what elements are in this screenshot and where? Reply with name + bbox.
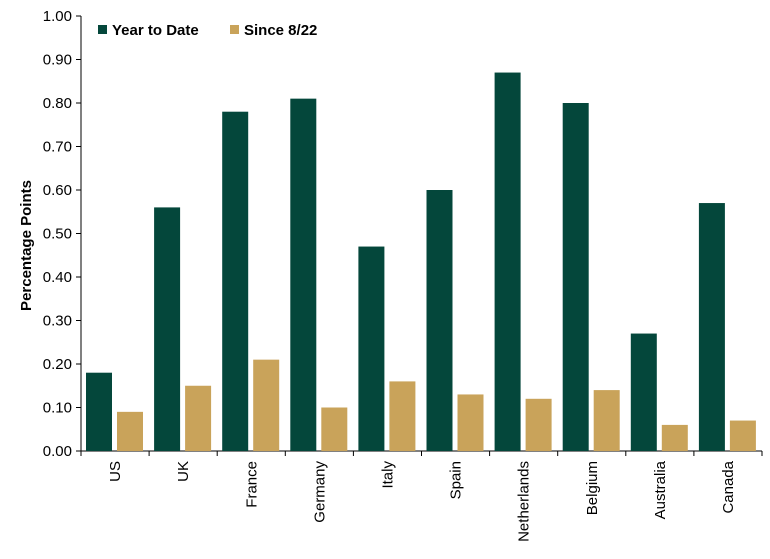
y-tick-label: 0.40 [43,269,72,286]
bar-ytd-canada [698,203,725,451]
x-axis-ticks: US UK France Germany Italy Spain Netherlands Be… [80,451,763,542]
bar-ytd-italy [358,246,385,451]
y-tick-label: 1.00 [43,8,72,25]
bar-ytd-us [86,372,112,451]
x-tick-label: Spain [448,461,465,499]
legend-label-since-8-22: Since 8/22 [244,22,317,39]
bar-since-8-22-germany [321,407,348,451]
y-axis-ticks: 0.00 0.10 0.20 0.30 0.40 0.50 0.60 0.70 0.80 0.90… [43,8,81,460]
bar-since-8-22-italy [389,381,416,451]
y-tick-label: 0.90 [43,52,72,69]
plot-area [80,16,762,452]
legend-swatch-since-8-22 [230,25,239,34]
y-tick-label: 0.30 [43,313,72,330]
bar-ytd-australia [630,333,657,451]
y-axis-title: Percentage Points [18,180,35,311]
x-tick-label: France [243,461,260,508]
bar-ytd-germany [290,98,317,452]
y-tick-label: 0.70 [43,139,72,156]
x-tick-label: Netherlands [516,461,533,542]
bar-since-8-22-netherlands [525,398,552,451]
x-tick-label: Italy [379,461,396,489]
y-tick-label: 0.10 [43,400,72,417]
y-tick-label: 0.60 [43,182,72,199]
y-tick-label: 0.50 [43,226,72,243]
bars [86,72,756,452]
bar-since-8-22-spain [457,394,484,451]
x-tick-label: Belgium [584,461,601,515]
legend-swatch-ytd [98,25,107,34]
bar-ytd-spain [426,190,453,451]
bar-since-8-22-uk [185,385,212,451]
bar-since-8-22-australia [661,424,688,451]
x-tick-label: Australia [652,460,669,519]
y-tick-label: 0.80 [43,95,72,112]
y-tick-label: 0.20 [43,356,72,373]
bar-ytd-belgium [562,103,589,451]
bar-since-8-22-france [253,359,280,451]
bar-since-8-22-us [117,411,143,451]
x-tick-label: UK [175,461,192,482]
x-tick-label: Germany [311,461,328,523]
legend-label-ytd: Year to Date [112,22,199,39]
y-tick-label: 0.00 [43,443,72,460]
legend: Year to Date Since 8/22 [98,22,317,39]
bar-ytd-france [222,111,249,451]
x-tick-label: Canada [720,460,737,513]
bar-ytd-uk [154,207,181,451]
bar-ytd-netherlands [494,72,521,452]
bar-since-8-22-belgium [593,390,620,451]
x-tick-label: US [107,461,124,482]
bar-since-8-22-canada [729,420,756,451]
